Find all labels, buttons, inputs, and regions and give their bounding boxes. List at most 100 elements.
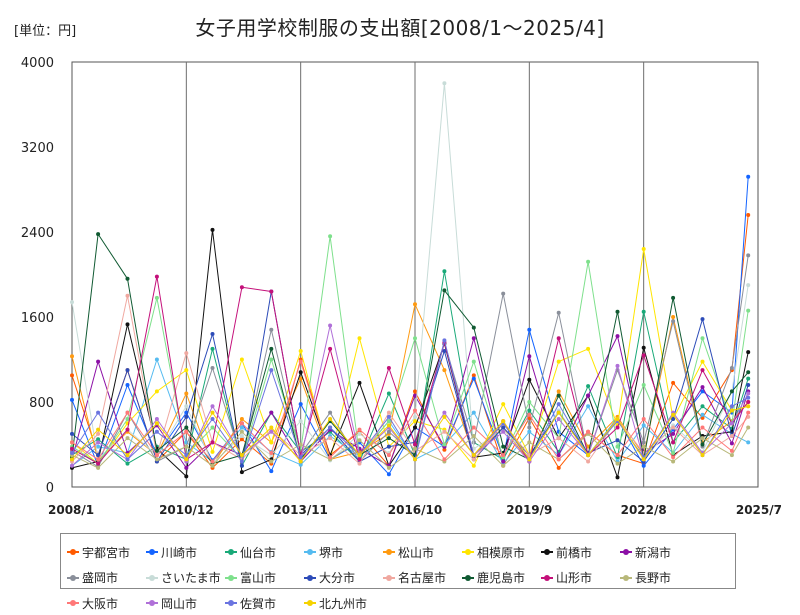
data-point: [615, 334, 620, 339]
data-point: [442, 447, 447, 452]
data-point: [413, 408, 417, 413]
data-point: [700, 368, 705, 373]
axis-layer: 2008/1 2010/12 2013/11 2016/10 2019/9 2022/8 2…: [21, 56, 782, 517]
legend-item: 富山市: [225, 566, 304, 589]
data-point: [210, 366, 215, 370]
data-point: [746, 376, 751, 381]
data-point: [298, 402, 303, 407]
data-point: [729, 366, 734, 370]
data-point: [357, 438, 362, 443]
data-point: [615, 438, 620, 443]
data-point: [125, 368, 130, 373]
legend-swatch: [225, 574, 237, 581]
legend-item: 佐賀市: [225, 592, 304, 615]
data-point: [501, 419, 506, 424]
data-point: [729, 453, 734, 458]
legend-label: 盛岡市: [82, 571, 119, 585]
data-point: [556, 436, 561, 441]
data-point: [671, 455, 676, 460]
unit-label: [単位：円]: [14, 24, 77, 39]
y-tick-label: 0: [46, 481, 54, 496]
legend-label: 川崎市: [161, 545, 198, 560]
x-tick-label: 2016/10: [388, 503, 442, 517]
data-point: [700, 336, 705, 341]
data-point: [700, 317, 705, 322]
data-point: [328, 425, 333, 430]
data-point: [184, 425, 189, 430]
data-point: [269, 327, 274, 332]
data-point: [184, 414, 189, 419]
data-point: [210, 425, 215, 430]
data-point: [413, 442, 417, 447]
data-point: [556, 457, 561, 462]
data-point: [386, 414, 391, 419]
data-point: [671, 417, 676, 421]
data-point: [96, 453, 101, 458]
data-point: [700, 442, 705, 447]
data-point: [386, 419, 391, 424]
data-point: [641, 463, 646, 468]
legend-swatch: [383, 574, 395, 581]
legend-marker: [228, 549, 234, 555]
data-point: [96, 232, 101, 237]
data-point: [586, 429, 591, 434]
legend-label: 前橋市: [556, 545, 593, 560]
data-point: [556, 410, 561, 415]
legend-marker: [70, 574, 76, 581]
data-point: [556, 389, 561, 394]
x-tick-label: 2010/12: [159, 503, 213, 517]
legend-label: 佐賀市: [240, 596, 277, 611]
data-point: [357, 453, 362, 458]
data-point: [96, 461, 101, 466]
data-point: [442, 442, 447, 447]
line-chart: 2008/1 2010/12 2013/11 2016/10 2019/9 2022/8 2…: [21, 56, 782, 517]
data-point: [586, 259, 591, 264]
data-point: [328, 436, 333, 441]
data-point: [501, 291, 506, 296]
legend-swatch: [304, 574, 316, 581]
data-point: [298, 462, 303, 467]
legend-swatch: [146, 600, 158, 606]
legend-marker: [386, 549, 392, 555]
data-point: [641, 247, 646, 251]
y-tick-label: 2400: [21, 226, 54, 241]
data-point: [700, 404, 705, 409]
legend-marker: [70, 549, 76, 555]
legend-swatch: [67, 574, 79, 581]
legend: 宇都宮市 川崎市 仙台市 堺市 松山市 相模原市 前橋市 新潟市 盛岡市 さいたま市 富山市 大分市 名…: [60, 533, 736, 611]
data-point: [413, 414, 417, 419]
data-point: [556, 336, 561, 341]
data-point: [671, 425, 676, 430]
legend-item: さいたま市: [146, 566, 225, 589]
data-point: [386, 366, 391, 370]
data-point: [328, 455, 333, 460]
series-group: [70, 404, 751, 464]
data-point: [556, 310, 561, 315]
data-point: [527, 408, 532, 413]
data-point: [700, 385, 705, 390]
legend-marker: [149, 574, 155, 581]
legend-marker: [544, 574, 550, 581]
data-point: [210, 449, 215, 454]
data-point: [413, 389, 417, 394]
data-point: [184, 457, 189, 462]
data-point: [527, 440, 532, 445]
data-point: [386, 423, 391, 428]
data-point: [746, 370, 751, 375]
data-point: [269, 425, 274, 430]
data-point: [471, 457, 476, 462]
data-point: [184, 453, 189, 458]
data-point: [615, 417, 620, 421]
data-point: [442, 414, 447, 419]
data-point: [125, 457, 130, 462]
data-point: [269, 289, 274, 294]
data-point: [210, 332, 215, 336]
data-point: [154, 457, 159, 462]
data-point: [70, 431, 74, 436]
data-point: [586, 453, 591, 458]
data-point: [729, 404, 734, 409]
data-point: [729, 448, 734, 453]
data-point: [154, 448, 159, 453]
data-point: [125, 461, 130, 466]
data-point: [298, 349, 303, 353]
